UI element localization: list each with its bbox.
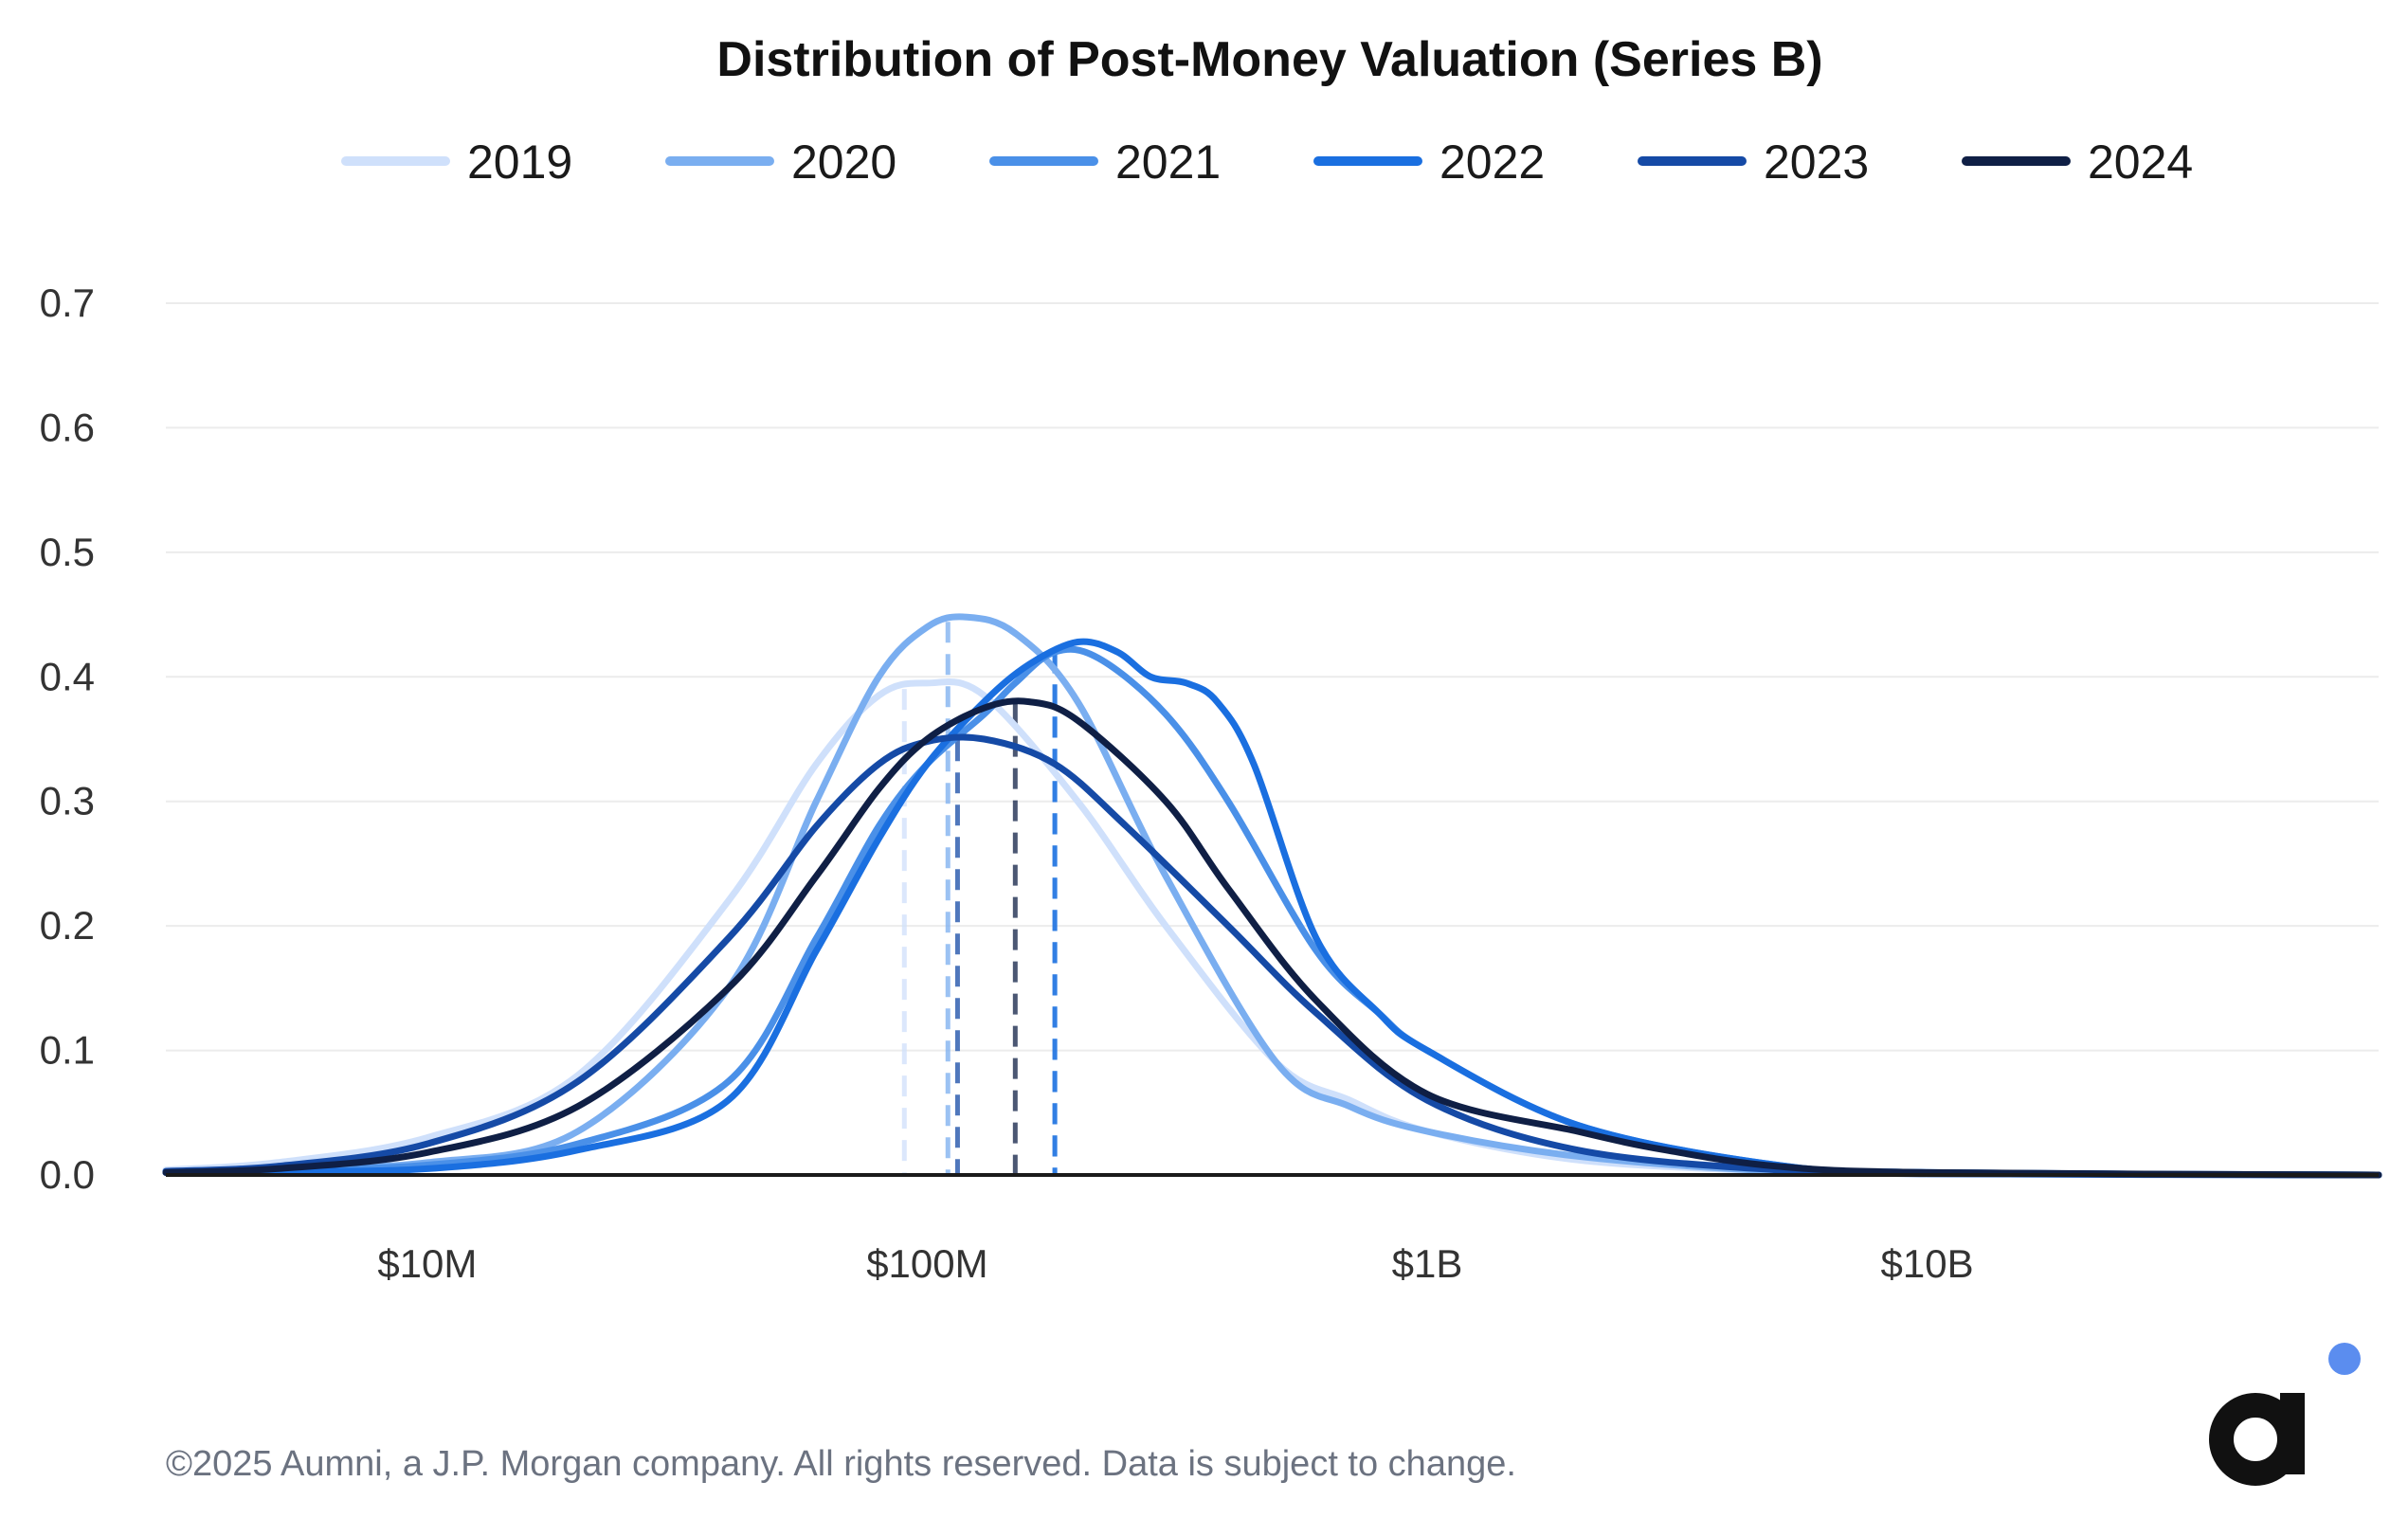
y-tick-label: 0.7 [40, 280, 95, 325]
y-tick-label: 0.4 [40, 654, 95, 698]
y-tick-label: 0.2 [40, 903, 95, 948]
y-tick-label: 0.3 [40, 779, 95, 823]
series-line-2019 [162, 678, 2382, 1179]
footer-copyright: ©2025 Aumni, a J.P. Morgan company. All … [166, 1444, 1516, 1484]
logo-letter-bowl [2209, 1393, 2302, 1486]
logo-letter-stem [2280, 1393, 2305, 1474]
series-line-2022 [162, 638, 2382, 1179]
legend-label-2019: 2019 [467, 136, 572, 189]
series-line-2024 [162, 697, 2382, 1179]
legend-label-2021: 2021 [1115, 136, 1221, 189]
x-tick-label: $1B [1392, 1241, 1463, 1286]
y-tick-label: 0.6 [40, 405, 95, 449]
series-lines [162, 613, 2382, 1179]
y-tick-label: 0.1 [40, 1028, 95, 1073]
grid [166, 302, 2379, 1052]
legend-label-2022: 2022 [1439, 136, 1545, 189]
y-tick-label: 0.5 [40, 530, 95, 574]
series-line-2020 [162, 613, 2382, 1179]
legend-label-2023: 2023 [1764, 136, 1869, 189]
median-lines [901, 622, 1058, 1175]
legend: 2019 2020 2021 2022 2023 2024 [341, 136, 2193, 189]
legend-label-2024: 2024 [2088, 136, 2193, 189]
chart-title: Distribution of Post-Money Valuation (Se… [716, 32, 1822, 87]
y-tick-label: 0.0 [40, 1152, 95, 1197]
series-line-2021 [162, 645, 2382, 1179]
x-tick-label: $100M [866, 1241, 987, 1286]
series-line-2023 [162, 733, 2382, 1179]
legend-label-2020: 2020 [791, 136, 896, 189]
aumni-logo [2209, 1343, 2361, 1486]
x-tick-label: $10M [377, 1241, 477, 1286]
y-axis: 0.0 0.1 0.2 0.3 0.4 0.5 0.6 0.7 [40, 280, 95, 1197]
x-axis: $10M $100M $1B $10B [377, 1241, 1973, 1286]
x-tick-label: $10B [1881, 1241, 1974, 1286]
logo-dot-icon [2328, 1343, 2361, 1375]
